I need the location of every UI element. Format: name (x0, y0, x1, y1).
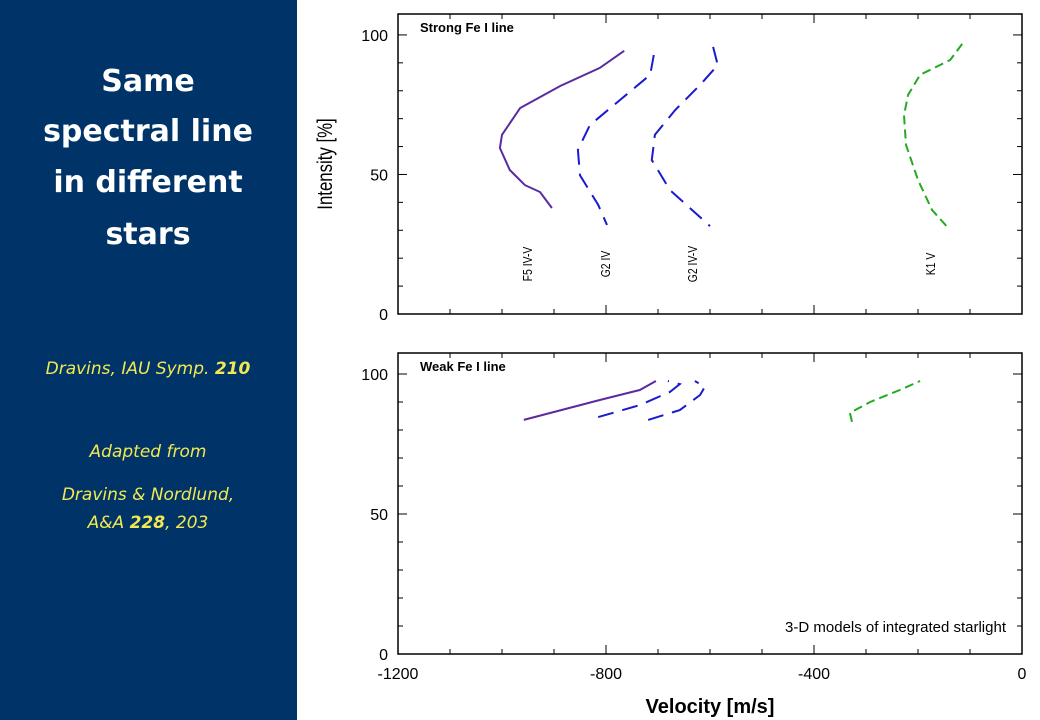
x-axis-label: Velocity [m/s] (646, 696, 775, 718)
reference-text: Dravins, IAU Symp. (46, 359, 210, 379)
series-line (523, 380, 657, 421)
y-tick-label: 100 (361, 28, 388, 45)
y-tick-label: 0 (379, 647, 388, 664)
x-tick-label: -400 (798, 666, 830, 683)
title-line: stars (105, 217, 190, 252)
side-text: Same spectral line in different stars Dr… (43, 64, 253, 533)
y-axis-label: Intensity [%] (314, 118, 337, 209)
source-volume: 228 (130, 513, 166, 533)
annotation: 3-D models of integrated starlight (785, 619, 1007, 636)
x-tick-label: -1200 (378, 666, 419, 683)
series-label: G2 IV-V (686, 246, 700, 283)
series-line (650, 46, 719, 227)
title-line: spectral line (43, 114, 253, 149)
series-line (498, 49, 625, 209)
y-tick-label: 0 (379, 307, 388, 324)
series-line (902, 43, 964, 229)
source-page: , 203 (165, 513, 208, 533)
source-journal: A&A (87, 513, 125, 533)
x-tick-label: 0 (1018, 666, 1027, 683)
series-line (848, 380, 921, 423)
side-panel (0, 0, 297, 720)
title-line: Same (101, 64, 194, 99)
title-line: in different (53, 165, 242, 200)
source-line: Dravins & Nordlund, (62, 485, 234, 505)
source-line: A&A 228, 203 (87, 513, 209, 533)
series-label: F5 IV-V (521, 247, 535, 282)
adapted: Adapted from (89, 442, 207, 462)
axes: 0 50 100 Strong Fe I line Intensity [%] F5 IV… (314, 13, 1023, 324)
reference: Dravins, IAU Symp. 210 (46, 359, 251, 379)
y-tick-label: 100 (361, 367, 388, 384)
axes: 0 50 100 -1200 -800 -400 0 Weak Fe I line Veloci… (361, 352, 1027, 718)
y-tick-label: 50 (370, 507, 388, 524)
chart-title: Strong Fe I line (420, 20, 514, 35)
plot-frame (397, 352, 1023, 655)
x-tick-label: -800 (590, 666, 622, 683)
chart-title: Weak Fe I line (420, 359, 506, 374)
reference-bold: 210 (215, 359, 251, 379)
series-label: K1 V (924, 253, 938, 276)
series-line (576, 54, 655, 226)
series-line (597, 380, 682, 419)
y-tick-label: 50 (370, 167, 388, 184)
series-label: G2 IV (599, 251, 613, 278)
series-line (647, 380, 707, 421)
